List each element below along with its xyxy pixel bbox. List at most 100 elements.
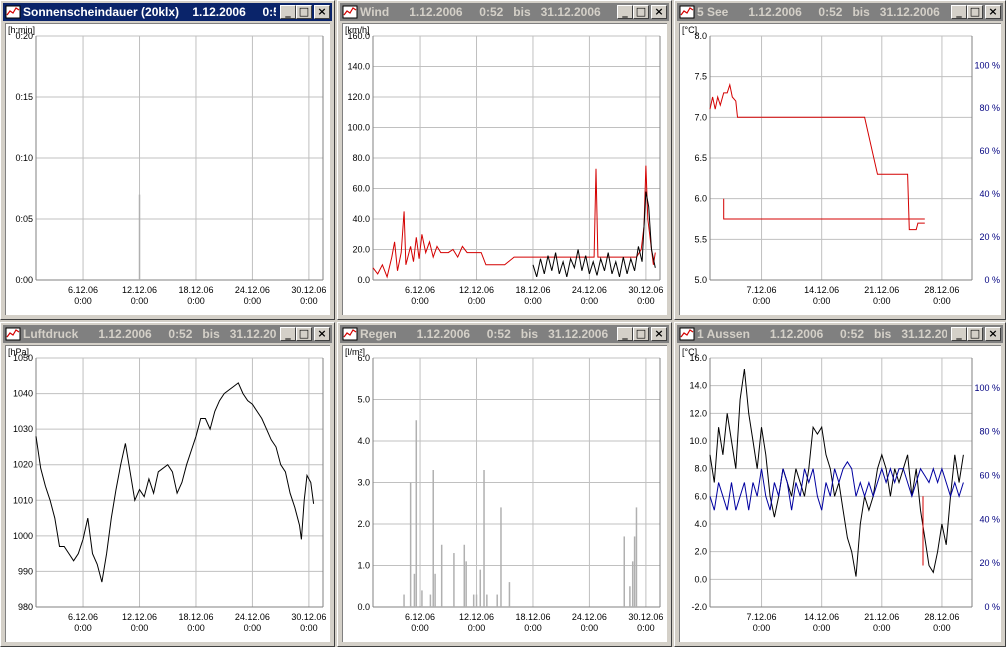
close-button[interactable]: × [651,5,667,19]
minimize-button[interactable]: _ [951,5,967,19]
x-tick-time: 0:00 [933,296,951,306]
window-title: 1 Aussen 1.12.2006 0:52 bis 31.12.2006 2… [697,327,947,341]
x-tick-time: 0:00 [873,623,891,633]
x-tick-label: 28.12.06 [924,285,959,295]
chart-area: [h:min] 0:20 0:15 0:10 0:05 0:00 6.12.06 0:00 12… [5,23,330,315]
x-tick-label: 6.12.06 [68,612,98,622]
x-tick-time: 0:00 [813,296,831,306]
y-tick-label: 1050 [13,353,33,363]
y-right-tick-label: 20 % [979,232,1000,242]
y-tick-label: 120.0 [347,92,370,102]
y-tick-label: 60.0 [352,184,370,194]
y-right-tick-label: 20 % [979,558,1000,568]
maximize-button[interactable]: □ [296,327,312,341]
y-tick-label: 2.0 [357,519,370,529]
maximize-button[interactable]: □ [967,5,983,19]
x-tick-time: 0:00 [300,623,318,633]
window-aussen[interactable]: 1 Aussen 1.12.2006 0:52 bis 31.12.2006 2… [674,322,1006,647]
close-button[interactable]: × [985,327,1001,341]
y-right-tick-label: 40 % [979,189,1000,199]
maximize-button[interactable]: □ [633,5,649,19]
y-tick-label: 1.0 [357,561,370,571]
window-see[interactable]: 5 See 1.12.2006 0:52 bis 31.12.2006 23:5… [674,0,1006,320]
y-tick-label: 6.0 [694,194,707,204]
x-tick-label: 30.12.06 [291,612,326,622]
series-line [372,165,656,279]
x-tick-time: 0:00 [873,296,891,306]
y-tick-label: -2.0 [691,602,707,612]
minimize-button[interactable]: _ [617,5,633,19]
x-tick-time: 0:00 [300,296,318,306]
title-bar[interactable]: 1 Aussen 1.12.2006 0:52 bis 31.12.2006 2… [677,325,1003,343]
minimize-button[interactable]: _ [951,327,967,341]
y-right-tick-label: 60 % [979,471,1000,481]
y-tick-label: 6.0 [694,491,707,501]
x-tick-time: 0:00 [753,296,771,306]
x-tick-label: 12.12.06 [122,612,157,622]
window-regen[interactable]: Regen 1.12.2006 0:52 bis 31.12.2006 23:5… [337,322,672,647]
series-line [709,369,964,577]
title-bar[interactable]: 5 See 1.12.2006 0:52 bis 31.12.2006 23:5… [677,3,1003,21]
close-button[interactable]: × [314,5,330,19]
y-tick-label: 5.0 [357,395,370,405]
close-button[interactable]: × [985,5,1001,19]
y-tick-label: 1030 [13,424,33,434]
maximize-button[interactable]: □ [633,327,649,341]
x-tick-label: 6.12.06 [405,612,435,622]
y-tick-label: 7.0 [694,112,707,122]
minimize-button[interactable]: _ [617,327,633,341]
x-tick-label: 12.12.06 [459,285,494,295]
y-tick-label: 40.0 [352,214,370,224]
chart-area: [l/m²] 6.0 5.0 4.0 3.0 2.0 1.0 0.0 6.12.06 0:00 12… [342,345,667,642]
minimize-button[interactable]: _ [280,327,296,341]
close-button[interactable]: × [651,327,667,341]
y-right-tick-label: 80 % [979,427,1000,437]
chart-area: [hPa] 1050 1040 1030 1020 1010 1000 990 980 6.12.… [5,345,330,642]
y-right-tick-label: 40 % [979,514,1000,524]
y-tick-label: 4.0 [694,519,707,529]
maximize-button[interactable]: □ [296,5,312,19]
x-tick-time: 0:00 [131,623,149,633]
y-tick-label: 0.0 [694,574,707,584]
window-wind[interactable]: Wind 1.12.2006 0:52 bis 31.12.2006 23:59… [337,0,672,320]
y-tick-label: 0.0 [357,602,370,612]
title-bar[interactable]: Wind 1.12.2006 0:52 bis 31.12.2006 23:59… [340,3,669,21]
x-tick-time: 0:00 [524,296,542,306]
y-tick-label: 3.0 [357,478,370,488]
x-tick-time: 0:00 [244,296,262,306]
y-tick-label: 12.0 [689,408,707,418]
x-tick-label: 6.12.06 [68,285,98,295]
y-tick-label: 0:20 [15,31,33,41]
title-bar[interactable]: Regen 1.12.2006 0:52 bis 31.12.2006 23:5… [340,325,669,343]
title-bar[interactable]: Sonnenscheindauer (20klx) 1.12.2006 0:52… [3,3,332,21]
minimize-button[interactable]: _ [280,5,296,19]
x-tick-label: 14.12.06 [804,612,839,622]
window-luftdruck[interactable]: Luftdruck 1.12.2006 0:52 bis 31.12.2006 … [0,322,335,647]
x-tick-time: 0:00 [74,296,92,306]
window-sonnenschein[interactable]: Sonnenscheindauer (20klx) 1.12.2006 0:52… [0,0,335,320]
window-title: 5 See 1.12.2006 0:52 bis 31.12.2006 23:5… [697,5,940,19]
maximize-button[interactable]: □ [967,327,983,341]
x-tick-time: 0:00 [581,296,599,306]
close-button[interactable]: × [314,327,330,341]
chart-window-icon [342,5,358,19]
y-tick-label: 80.0 [352,153,370,163]
y-tick-label: 160.0 [347,31,370,41]
chart-area: [°C] 8.0 7.5 7.0 6.5 6.0 5.5 5.0 100 % 80 % 60 % 40… [679,23,1001,315]
x-tick-label: 18.12.06 [178,285,213,295]
y-tick-label: 0.0 [357,275,370,285]
y-tick-label: 1020 [13,460,33,470]
y-tick-label: 2.0 [694,547,707,557]
x-tick-label: 30.12.06 [628,285,663,295]
x-tick-time: 0:00 [581,623,599,633]
title-bar[interactable]: Luftdruck 1.12.2006 0:52 bis 31.12.2006 … [3,325,332,343]
x-tick-label: 30.12.06 [291,285,326,295]
y-unit-label: [°C] [682,347,697,357]
y-tick-label: 8.0 [694,31,707,41]
x-tick-label: 18.12.06 [515,285,550,295]
y-tick-label: 980 [18,602,33,612]
y-right-tick-label: 100 % [974,60,1000,70]
chart-regen: [l/m²]6.05.04.03.02.01.00.06.12.060:0012… [345,347,663,633]
chart-see: [°C]8.0 7.5 7.0 6.5 6.0 5.5 5.0 100 % 80 % 60 % 40… [682,25,1000,306]
series-line [723,198,925,220]
